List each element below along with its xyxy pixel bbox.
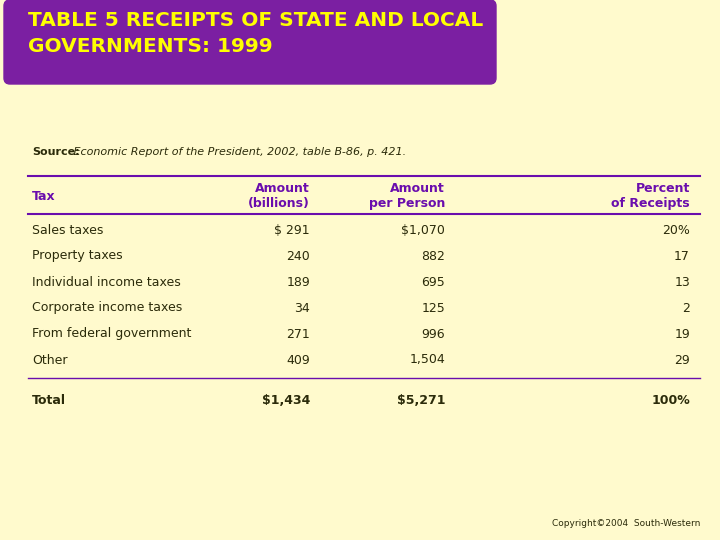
Text: Total: Total bbox=[32, 394, 66, 407]
Text: Source:: Source: bbox=[32, 147, 80, 157]
Text: 125: 125 bbox=[421, 301, 445, 314]
Text: 2: 2 bbox=[682, 301, 690, 314]
Text: Individual income taxes: Individual income taxes bbox=[32, 275, 181, 288]
Text: $1,434: $1,434 bbox=[261, 394, 310, 407]
Text: 882: 882 bbox=[421, 249, 445, 262]
Text: 29: 29 bbox=[674, 354, 690, 367]
Text: 19: 19 bbox=[674, 327, 690, 341]
Text: TABLE 5 RECEIPTS OF STATE AND LOCAL: TABLE 5 RECEIPTS OF STATE AND LOCAL bbox=[28, 11, 483, 30]
Text: 996: 996 bbox=[421, 327, 445, 341]
Text: Sales taxes: Sales taxes bbox=[32, 224, 104, 237]
Text: 409: 409 bbox=[287, 354, 310, 367]
Text: Property taxes: Property taxes bbox=[32, 249, 122, 262]
Text: 17: 17 bbox=[674, 249, 690, 262]
Text: Tax: Tax bbox=[32, 190, 55, 202]
Text: 240: 240 bbox=[287, 249, 310, 262]
Text: 100%: 100% bbox=[652, 394, 690, 407]
Text: Corporate income taxes: Corporate income taxes bbox=[32, 301, 182, 314]
Text: 34: 34 bbox=[294, 301, 310, 314]
Text: Amount: Amount bbox=[390, 181, 445, 194]
Text: 1,504: 1,504 bbox=[409, 354, 445, 367]
Text: $ 291: $ 291 bbox=[274, 224, 310, 237]
Text: 695: 695 bbox=[421, 275, 445, 288]
Text: Percent: Percent bbox=[636, 181, 690, 194]
Text: $5,271: $5,271 bbox=[397, 394, 445, 407]
Text: of Receipts: of Receipts bbox=[611, 198, 690, 211]
FancyBboxPatch shape bbox=[4, 0, 496, 84]
Text: 271: 271 bbox=[287, 327, 310, 341]
Text: 13: 13 bbox=[674, 275, 690, 288]
Text: Other: Other bbox=[32, 354, 68, 367]
Text: Economic Report of the President, 2002, table B-86, p. 421.: Economic Report of the President, 2002, … bbox=[70, 147, 406, 157]
Text: 20%: 20% bbox=[662, 224, 690, 237]
Text: (billions): (billions) bbox=[248, 198, 310, 211]
Text: From federal government: From federal government bbox=[32, 327, 192, 341]
Text: 189: 189 bbox=[287, 275, 310, 288]
Text: Amount: Amount bbox=[256, 181, 310, 194]
Text: GOVERNMENTS: 1999: GOVERNMENTS: 1999 bbox=[28, 37, 273, 56]
Text: Copyright©2004  South-Western: Copyright©2004 South-Western bbox=[552, 519, 700, 528]
Text: $1,070: $1,070 bbox=[401, 224, 445, 237]
Text: per Person: per Person bbox=[369, 198, 445, 211]
